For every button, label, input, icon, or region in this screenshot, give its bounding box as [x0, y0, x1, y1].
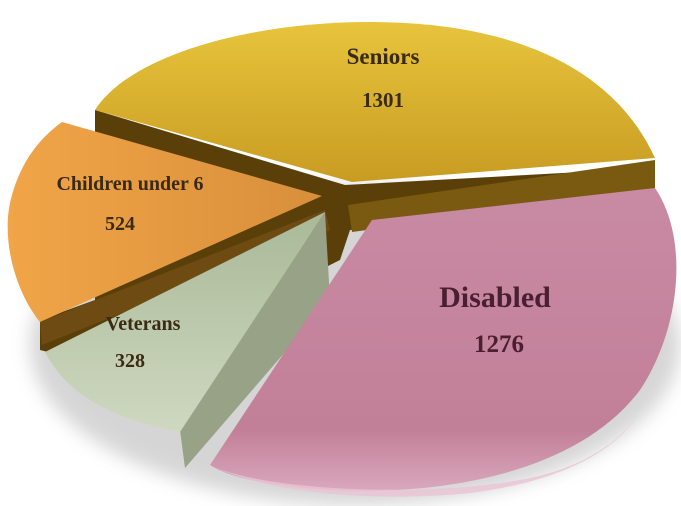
slice-children-top — [7, 122, 322, 322]
label-seniors: Seniors — [347, 44, 420, 69]
slice-seniors-side — [348, 160, 655, 232]
slice-seniors-top — [95, 22, 655, 182]
slice-disabled-top — [210, 188, 677, 491]
label-children: Children under 6 — [56, 173, 203, 195]
slice-seniors[interactable] — [95, 22, 655, 232]
slice-children[interactable] — [7, 122, 330, 345]
value-disabled: 1276 — [474, 331, 524, 358]
value-children: 524 — [105, 213, 135, 235]
slice-disabled[interactable] — [210, 188, 677, 497]
slice-veterans[interactable] — [45, 212, 330, 468]
value-seniors: 1301 — [362, 88, 404, 112]
label-veterans: Veterans — [106, 313, 181, 335]
slice-veterans-top — [45, 212, 325, 432]
slice-children-side — [40, 210, 330, 345]
label-disabled: Disabled — [439, 281, 551, 314]
slice-veterans-side — [180, 212, 330, 468]
value-veterans: 328 — [115, 350, 145, 372]
